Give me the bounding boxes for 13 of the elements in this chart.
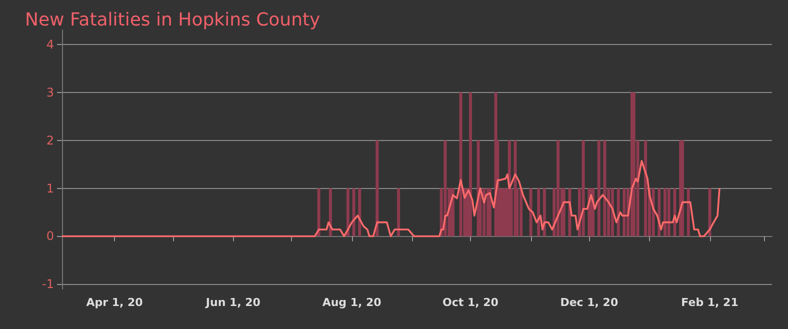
x-tick-label: Apr 1, 20: [86, 296, 144, 309]
y-tick-label: 3: [46, 85, 54, 100]
y-tick-label: -1: [42, 277, 54, 292]
y-tick-label: 0: [46, 229, 54, 244]
x-tick-label: Jun 1, 20: [204, 296, 261, 309]
x-tick-label: Aug 1, 20: [322, 296, 382, 309]
x-tick-label: Feb 1, 21: [681, 296, 738, 309]
y-tick-label: 1: [46, 181, 54, 196]
x-tick-label: Oct 1, 20: [442, 296, 499, 309]
x-tick-label: Dec 1, 20: [560, 296, 618, 309]
y-tick-label: 2: [46, 133, 54, 148]
chart-title: New Fatalities in Hopkins County: [25, 10, 321, 30]
y-tick-label: 4: [46, 37, 54, 52]
